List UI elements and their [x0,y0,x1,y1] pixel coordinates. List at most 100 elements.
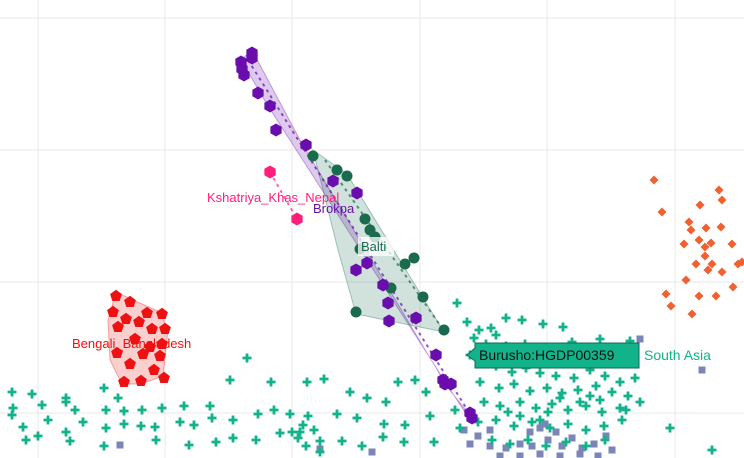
point-south_asia-54[interactable] [242,353,252,363]
point-orange_group-17[interactable] [703,265,713,275]
point-south_asia-78[interactable] [558,322,568,332]
point-south_asia-5[interactable] [8,403,18,413]
point-orange_group-7[interactable] [716,222,726,232]
point-south_asia-129[interactable] [487,435,497,445]
point-bengali-17[interactable] [158,371,170,384]
point-south_asia-142[interactable] [595,395,605,405]
point-south_asia-44[interactable] [228,433,238,443]
point-south_asia-22[interactable] [119,419,129,429]
point-south_asia-6[interactable] [37,400,47,410]
point-south_asia-125[interactable] [563,419,573,429]
point-south_asia-134[interactable] [581,441,591,451]
point-burusho-13[interactable] [383,314,395,328]
point-blue_group-10[interactable] [526,428,534,436]
point-south_asia-51[interactable] [378,432,388,442]
point-south_asia-11[interactable] [137,405,147,415]
point-south_asia-117[interactable] [581,401,591,411]
point-south_asia-25[interactable] [175,417,185,427]
point-bengali-10[interactable] [129,332,141,345]
point-south_asia-88[interactable] [625,336,635,346]
point-south_asia-47[interactable] [295,427,305,437]
point-orange_group-27[interactable] [686,225,696,235]
point-bengali-12[interactable] [156,337,168,350]
point-balti-2[interactable] [341,170,353,182]
data-points[interactable] [7,46,744,458]
point-south_asia-4[interactable] [113,393,123,403]
point-burusho-19[interactable] [466,411,478,425]
point-south_asia-16[interactable] [18,422,28,432]
point-south_asia-94[interactable] [535,368,545,378]
point-south_asia-96[interactable] [569,373,579,383]
series-orange_group[interactable] [649,175,744,319]
point-balti-7[interactable] [399,258,411,270]
point-south_asia-124[interactable] [545,423,555,433]
point-orange_group-3[interactable] [695,200,705,210]
point-south_asia-111[interactable] [479,397,489,407]
point-balti-11[interactable] [350,306,362,318]
point-south_asia-92[interactable] [507,367,517,377]
point-south_asia-40[interactable] [99,441,109,451]
point-balti-1[interactable] [331,164,343,176]
point-kshatriya-1[interactable] [291,212,303,226]
point-south_asia-65[interactable] [298,420,308,430]
point-south_asia-150[interactable] [535,415,545,425]
point-south_asia-116[interactable] [563,405,573,415]
point-orange_group-1[interactable] [714,185,724,195]
point-south_asia-143[interactable] [585,391,595,401]
point-orange_group-8[interactable] [694,235,704,245]
point-south_asia-98[interactable] [600,371,610,381]
point-south_asia-100[interactable] [630,373,640,383]
point-balti-3[interactable] [359,213,371,225]
point-south_asia-87[interactable] [595,334,605,344]
point-south_asia-74[interactable] [486,323,496,333]
point-bengali-5[interactable] [156,307,168,320]
point-south_asia-66[interactable] [287,427,297,437]
point-orange_group-13[interactable] [691,259,701,269]
point-bengali-13[interactable] [137,347,149,360]
point-south_asia-26[interactable] [189,420,199,430]
point-south_asia-64[interactable] [421,387,431,397]
point-south_asia-139[interactable] [450,405,460,415]
point-bengali-7[interactable] [146,322,158,335]
point-south_asia-50[interactable] [357,441,367,451]
point-south_asia-80[interactable] [491,330,501,340]
point-burusho-21[interactable] [246,51,258,65]
point-south_asia-113[interactable] [515,397,525,407]
point-blue_group-25[interactable] [594,452,602,458]
point-south_asia-110[interactable] [623,391,633,401]
point-balti-0[interactable] [307,150,319,162]
point-south_asia-1[interactable] [27,389,37,399]
point-south_asia-76[interactable] [517,315,527,325]
point-blue_group-13[interactable] [552,428,560,436]
point-orange_group-24[interactable] [687,309,697,319]
point-south_asia-21[interactable] [101,423,111,433]
point-south_asia-107[interactable] [573,385,583,395]
point-blue_group-12[interactable] [544,436,552,444]
point-south_asia-32[interactable] [303,411,313,421]
point-orange_group-0[interactable] [649,175,659,185]
point-south_asia-77[interactable] [538,319,548,329]
point-south_asia-137[interactable] [707,445,717,455]
point-blue_group-16[interactable] [578,444,586,452]
point-south_asia-29[interactable] [253,409,263,419]
point-orange_group-19[interactable] [728,282,738,292]
point-south_asia-23[interactable] [136,421,146,431]
point-south_asia-42[interactable] [184,440,194,450]
point-south_asia-33[interactable] [332,409,342,419]
point-kshatriya-0[interactable] [264,165,276,179]
point-south_asia-132[interactable] [541,441,551,451]
point-bengali-19[interactable] [118,375,130,388]
point-south_asia-73[interactable] [474,325,484,335]
point-blue_group-22[interactable] [536,450,544,458]
point-burusho-5[interactable] [270,123,282,137]
point-south_asia-14[interactable] [205,401,215,411]
point-blue_group-15[interactable] [568,434,576,442]
point-south_asia-106[interactable] [557,388,567,398]
point-bengali-11[interactable] [144,340,156,353]
point-south_asia-34[interactable] [352,413,362,423]
point-south_asia-122[interactable] [509,421,519,431]
point-orange_group-26[interactable] [700,242,710,252]
point-blue_group-9[interactable] [516,440,524,448]
point-burusho-7[interactable] [327,174,339,188]
point-south_asia-105[interactable] [542,383,552,393]
